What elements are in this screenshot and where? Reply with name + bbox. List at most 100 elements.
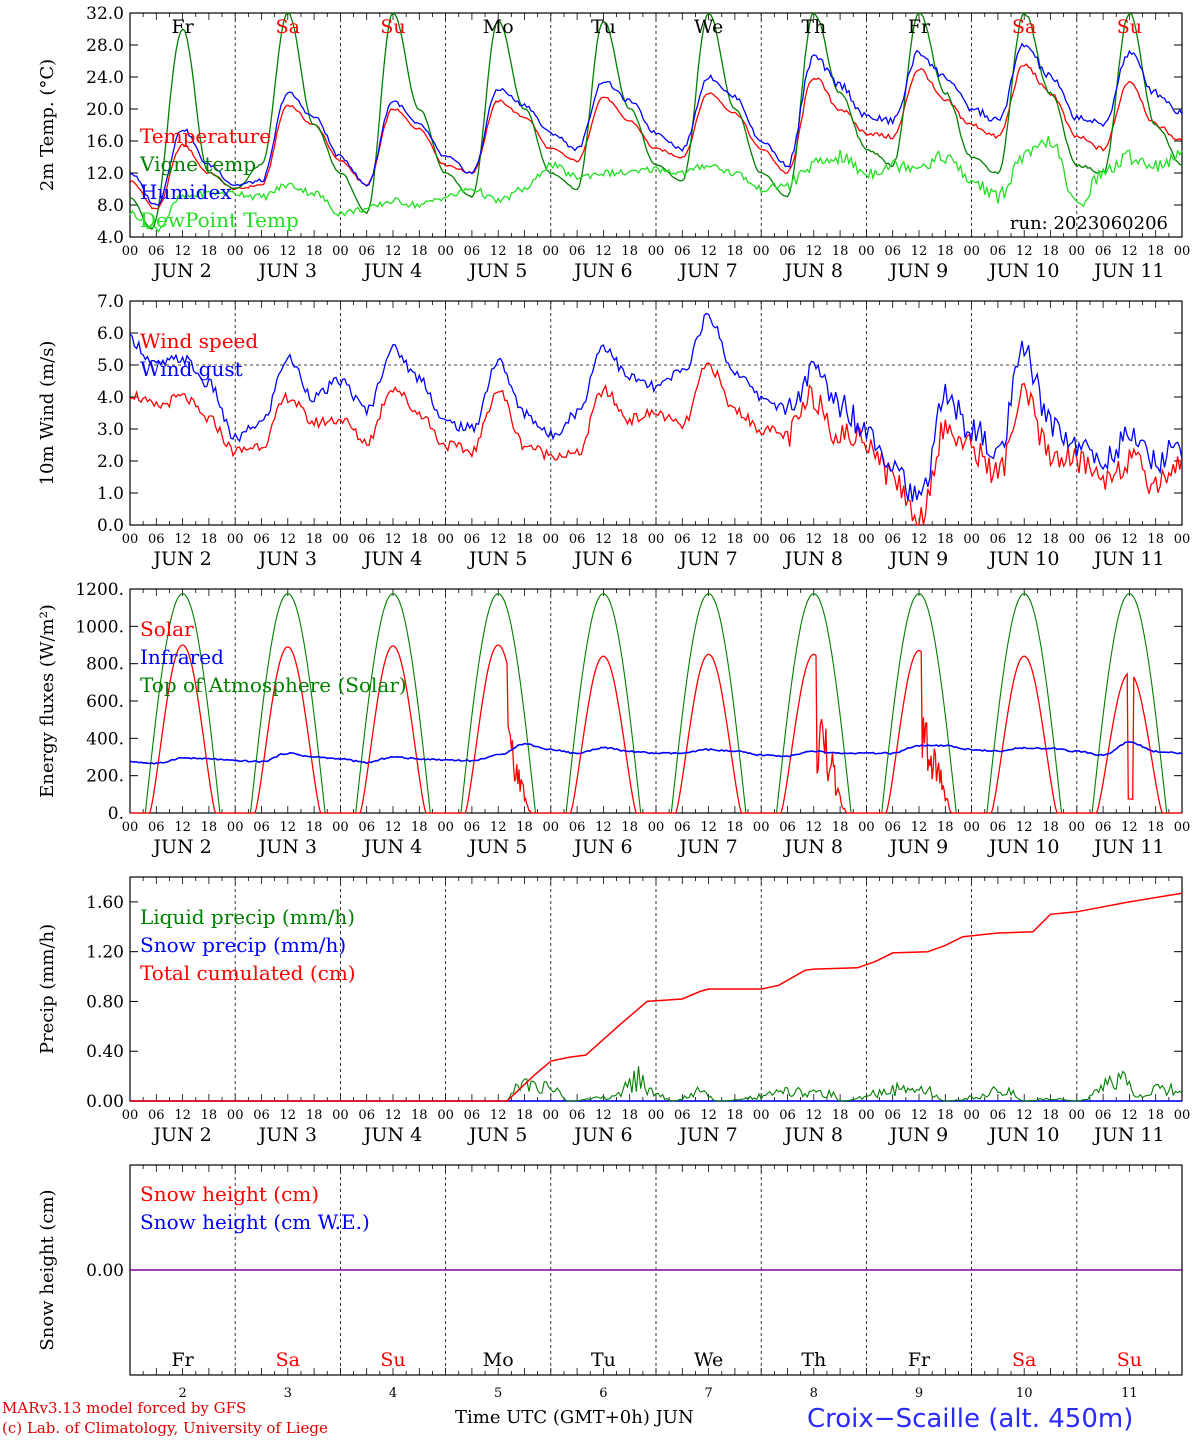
hour-tick-label: 06 [464, 1108, 481, 1123]
legend-entry: Total cumulated (cm) [140, 961, 356, 985]
hour-tick-label: 12 [490, 820, 507, 835]
hour-tick-label: 00 [332, 820, 349, 835]
date-label: JUN 8 [783, 548, 843, 570]
hour-tick-label: 12 [1016, 244, 1033, 259]
hour-tick-label: 18 [727, 820, 744, 835]
hour-tick-label: 06 [1095, 820, 1112, 835]
weekday-label: Sa [1012, 16, 1036, 38]
hour-tick-label: 00 [753, 820, 770, 835]
legend-entry: Wind speed [140, 329, 258, 353]
hour-tick-label: 18 [516, 820, 533, 835]
hour-tick-label: 18 [937, 244, 954, 259]
hour-tick-label: 06 [358, 820, 375, 835]
day-number-label: 9 [915, 1386, 923, 1401]
series-line-vigne-temp [129, 11, 1183, 231]
hour-tick-label: 12 [700, 820, 717, 835]
hour-tick-label: 12 [490, 244, 507, 259]
hour-tick-label: 00 [543, 1108, 560, 1123]
weekday-label: Su [380, 1349, 405, 1371]
weekday-label: Fr [908, 1349, 931, 1371]
hour-tick-label: 12 [385, 1108, 402, 1123]
hour-tick-label: 06 [884, 244, 901, 259]
hour-tick-label: 12 [595, 244, 612, 259]
hour-tick-label: 00 [753, 1108, 770, 1123]
date-label: JUN 4 [362, 836, 422, 858]
hour-tick-label: 12 [806, 1108, 823, 1123]
hour-tick-label: 12 [595, 1108, 612, 1123]
hour-tick-label: 00 [437, 532, 454, 547]
panel-frame-energy [129, 588, 1183, 814]
hour-tick-label: 12 [700, 1108, 717, 1123]
date-label: JUN 4 [362, 548, 422, 570]
y-tick-label: 4.0 [97, 228, 124, 248]
series-line-wind-gust [129, 312, 1183, 503]
hour-tick-label: 12 [280, 244, 297, 259]
legend-entry: DewPoint Temp [140, 208, 299, 232]
hour-tick-label: 12 [1121, 1108, 1138, 1123]
hour-tick-label: 18 [621, 532, 638, 547]
weekday-label: Th [801, 1349, 826, 1371]
y-tick-label: 0.00 [86, 1261, 124, 1281]
hour-tick-label: 18 [621, 1108, 638, 1123]
hour-tick-label: 12 [1016, 1108, 1033, 1123]
credit-line-2: (c) Lab. of Climatology, University of L… [2, 1419, 328, 1437]
hour-tick-label: 00 [332, 244, 349, 259]
date-label: JUN 4 [362, 260, 422, 282]
weekday-label: Tu [591, 1349, 616, 1371]
hour-tick-label: 18 [201, 532, 218, 547]
series-line-solar [130, 644, 1182, 814]
hour-tick-label: 06 [358, 244, 375, 259]
hour-tick-label: 06 [779, 1108, 796, 1123]
hour-tick-label: 18 [516, 1108, 533, 1123]
hour-tick-label: 00 [543, 244, 560, 259]
hour-tick-label: 18 [1042, 532, 1059, 547]
y-tick-label: 1.60 [86, 893, 124, 913]
hour-tick-label: 00 [437, 820, 454, 835]
hour-tick-label: 18 [516, 244, 533, 259]
date-label: JUN 7 [677, 548, 737, 570]
hour-tick-label: 18 [201, 820, 218, 835]
series-line-dewpoint-temp [129, 135, 1183, 234]
hour-tick-label: 06 [674, 244, 691, 259]
hour-tick-label: 12 [806, 820, 823, 835]
date-label: JUN 8 [783, 836, 843, 858]
hour-tick-label: 18 [937, 532, 954, 547]
date-label: JUN 11 [1092, 836, 1164, 858]
hour-tick-label: 06 [464, 820, 481, 835]
hour-tick-label: 06 [990, 244, 1007, 259]
hour-tick-label: 00 [858, 820, 875, 835]
hour-tick-label: 12 [280, 532, 297, 547]
hour-tick-label: 00 [437, 1108, 454, 1123]
hour-tick-label: 18 [1042, 244, 1059, 259]
weekday-label: Mo [483, 16, 514, 38]
hour-tick-label: 18 [306, 1108, 323, 1123]
y-tick-label: 28.0 [86, 36, 124, 56]
hour-tick-label: 18 [1147, 244, 1164, 259]
series-line-total-cumulated [130, 892, 1183, 1102]
hour-tick-label: 00 [858, 532, 875, 547]
date-label: JUN 5 [467, 1124, 527, 1146]
hour-tick-label: 00 [1069, 244, 1086, 259]
hour-tick-label: 06 [990, 1108, 1007, 1123]
y-axis-label: 2m Temp. (°C) [37, 59, 58, 191]
hour-tick-label: 12 [174, 1108, 191, 1123]
day-number-label: 4 [389, 1386, 397, 1401]
weekday-label: Su [1117, 16, 1142, 38]
hour-tick-label: 00 [122, 532, 139, 547]
date-label: JUN 5 [467, 260, 527, 282]
hour-tick-label: 00 [648, 532, 665, 547]
day-number-label: 2 [178, 1386, 186, 1401]
hour-tick-label: 00 [963, 532, 980, 547]
y-tick-label: 1.20 [86, 943, 124, 963]
date-label: JUN 2 [151, 836, 211, 858]
day-number-label: 3 [284, 1386, 292, 1401]
hour-tick-label: 06 [990, 820, 1007, 835]
weekday-label: Th [801, 16, 826, 38]
hour-tick-label: 12 [1121, 532, 1138, 547]
hour-tick-label: 18 [832, 532, 849, 547]
hour-tick-label: 00 [437, 244, 454, 259]
legend-entry: Snow height (cm W.E.) [140, 1210, 370, 1234]
date-label: JUN 6 [572, 1124, 632, 1146]
hour-tick-label: 12 [1016, 532, 1033, 547]
hour-tick-label: 00 [858, 244, 875, 259]
